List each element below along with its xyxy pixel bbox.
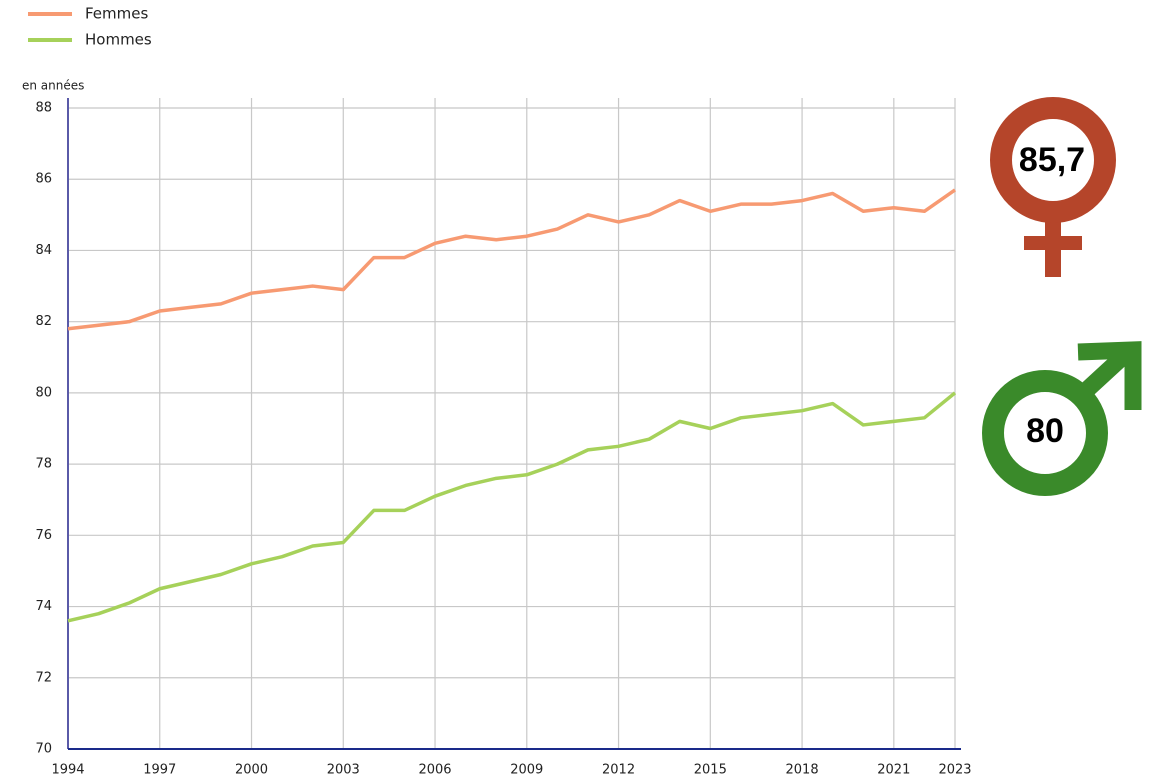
annotation: 80 — [1026, 412, 1064, 450]
x-tick-label: 2021 — [877, 763, 910, 778]
x-tick-label: 2000 — [235, 763, 268, 778]
y-tick-label: 88 — [35, 101, 52, 116]
x-tick-label: 2015 — [694, 763, 727, 778]
y-tick-label: 80 — [35, 385, 52, 400]
female-ring — [990, 97, 1116, 223]
female-symbol — [990, 97, 1116, 277]
x-tick-label: 1997 — [143, 763, 176, 778]
x-tick-label: 2018 — [786, 763, 819, 778]
y-tick-label: 82 — [35, 314, 52, 329]
x-tick-label: 2006 — [418, 763, 451, 778]
annotation: 85,7 — [1019, 141, 1085, 179]
y-tick-label: 78 — [35, 457, 52, 472]
y-tick-label: 84 — [35, 243, 52, 258]
x-tick-label: 2003 — [327, 763, 360, 778]
y-tick-label: 70 — [35, 742, 52, 757]
y-tick-label: 86 — [35, 172, 52, 187]
legend-label: Femmes — [85, 5, 148, 23]
y-axis-label: en années — [22, 79, 84, 93]
x-tick-label: 2009 — [510, 763, 543, 778]
male-arrow — [1077, 341, 1142, 410]
x-tick-label: 1994 — [51, 763, 84, 778]
line-series — [67, 188, 957, 331]
legend-label: Hommes — [85, 31, 152, 49]
male-symbol — [982, 341, 1142, 496]
y-tick-label: 76 — [35, 528, 52, 543]
x-tick-label: 2023 — [938, 763, 971, 778]
x-tick-label: 2012 — [602, 763, 635, 778]
y-tick-label: 72 — [35, 670, 52, 685]
male-ring — [982, 370, 1108, 496]
y-tick-label: 74 — [35, 599, 52, 614]
line-series — [67, 391, 957, 623]
